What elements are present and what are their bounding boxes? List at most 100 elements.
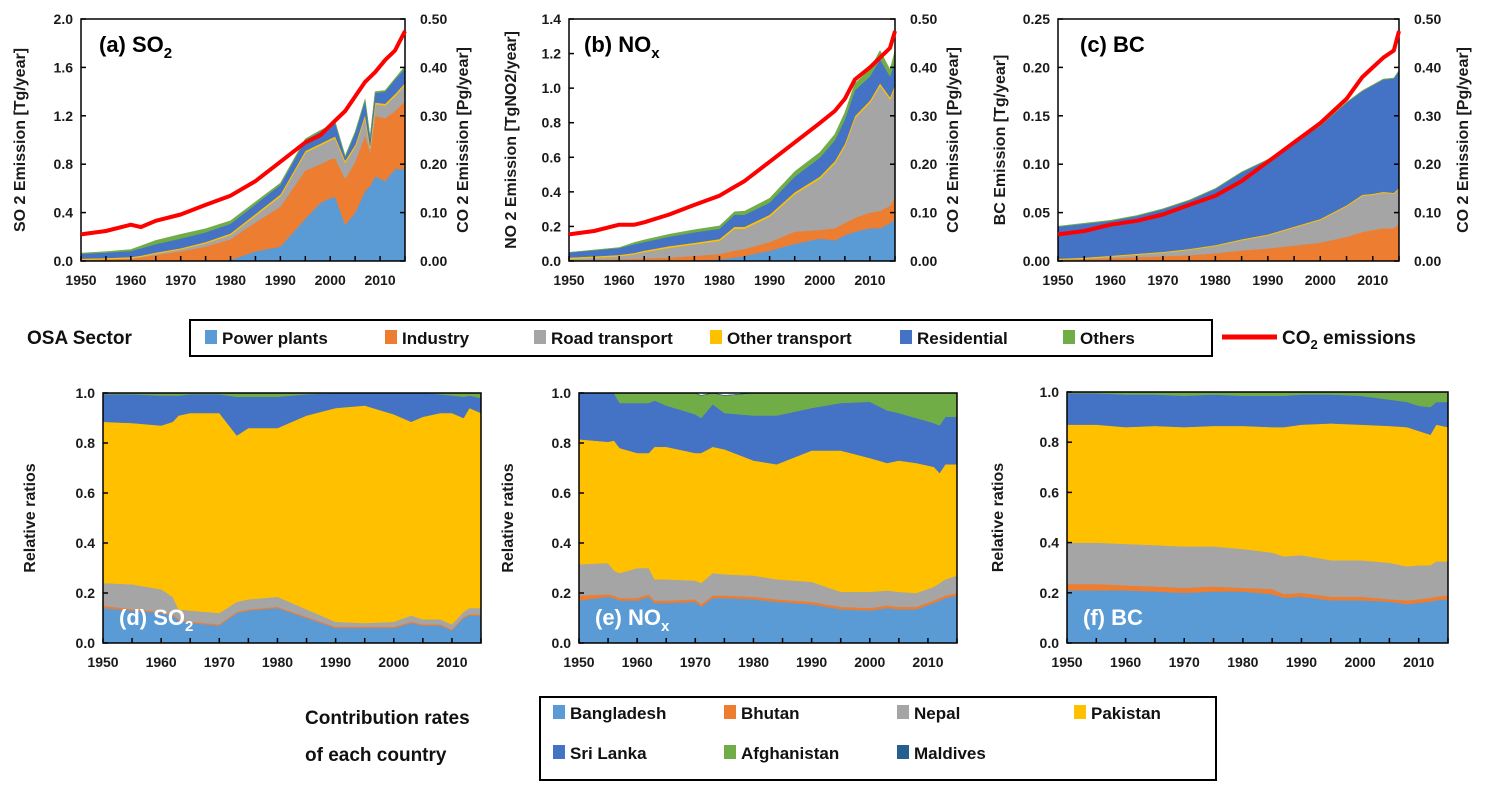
chart-panel-b: 0.00 0.10 0.20 0.30 0.40 0.50 CO 2 Emission [P… <box>503 11 962 288</box>
y2-tick-label: 0.10 <box>1414 205 1441 221</box>
y-tick-label: 0.8 <box>1040 434 1060 450</box>
y2-axis-label: CO 2 Emission [Pg/year] <box>945 47 962 233</box>
plot-frame <box>578 392 958 644</box>
country-legend-title-line1: Contribution rates <box>305 708 470 729</box>
x-tick-label: 1950 <box>553 272 584 288</box>
x-tick-label: 1970 <box>204 654 235 670</box>
y-axis-label: SO 2 Emission [Tg/year] <box>12 48 29 232</box>
sector-legend-item: Other transport <box>710 329 852 348</box>
legend-label: Nepal <box>914 704 960 723</box>
y2-axis-label: CO 2 Emission [Pg/year] <box>455 47 472 233</box>
y2-tick-label: 0.30 <box>910 108 937 124</box>
x-tick-label: 2010 <box>1403 654 1434 670</box>
sector-legend-item: Industry <box>385 329 470 348</box>
x-tick-label: 1950 <box>87 654 118 670</box>
x-tick-label: 1950 <box>1051 654 1082 670</box>
y-tick-label: 1.2 <box>54 108 74 124</box>
y-tick-label: 1.0 <box>1040 384 1060 400</box>
x-tick-label: 2000 <box>378 654 409 670</box>
chart-panel-a: 0.00 0.10 0.20 0.30 0.40 0.50 CO 2 Emission [P… <box>12 11 472 288</box>
x-tick-label: 1980 <box>1227 654 1258 670</box>
x-tick-label: 1950 <box>563 654 594 670</box>
sector-legend-box <box>189 319 1213 357</box>
panel-title: (f) BC <box>1083 605 1143 630</box>
sector-legend-title: OSA Sector <box>27 328 132 349</box>
x-tick-label: 2010 <box>854 272 885 288</box>
y-tick-label: 0.2 <box>542 218 562 234</box>
legend-swatch <box>385 330 397 344</box>
y2-tick-label: 0.10 <box>420 205 447 221</box>
legend-swatch <box>1074 705 1086 719</box>
y-axis-label: NO 2 Emission [TgNO2/year] <box>503 31 520 249</box>
plot-frame <box>1066 391 1449 644</box>
x-tick-label: 1990 <box>320 654 351 670</box>
panel-title: (b) NOx <box>584 32 660 62</box>
y-tick-label: 1.4 <box>542 11 562 27</box>
y2-tick-label: 0.50 <box>1414 11 1441 27</box>
x-tick-label: 1970 <box>165 272 196 288</box>
country-legend-item: Maldives <box>897 744 986 763</box>
legend-label: Maldives <box>914 744 986 763</box>
y-tick-label: 1.2 <box>542 46 562 62</box>
y-tick-label: 0.10 <box>1023 156 1050 172</box>
legend-swatch <box>1063 330 1075 344</box>
x-tick-label: 1950 <box>65 272 96 288</box>
x-tick-label: 2010 <box>436 654 467 670</box>
y-tick-label: 0.8 <box>542 115 562 131</box>
y-tick-label: 0.2 <box>552 585 572 601</box>
x-tick-label: 1990 <box>1286 654 1317 670</box>
x-tick-label: 1980 <box>704 272 735 288</box>
y-tick-label: 0.8 <box>552 435 572 451</box>
panel-title-sub: x <box>661 618 670 635</box>
x-tick-label: 1960 <box>115 272 146 288</box>
x-tick-label: 1990 <box>265 272 296 288</box>
plot-frame <box>80 18 406 262</box>
x-tick-label: 1970 <box>1169 654 1200 670</box>
y-tick-label: 0.6 <box>76 485 96 501</box>
y-tick-label: 0.25 <box>1023 11 1050 27</box>
legend-swatch <box>900 330 912 344</box>
y2-tick-label: 0.30 <box>420 108 447 124</box>
sector-legend-item: Others <box>1063 329 1135 348</box>
y-tick-label: 0.15 <box>1023 108 1050 124</box>
y-tick-label: 0.4 <box>542 184 562 200</box>
legend-label: Industry <box>402 329 470 348</box>
y-tick-label: 0.4 <box>54 205 74 221</box>
legend-swatch <box>534 330 546 344</box>
legend-swatch <box>897 745 909 759</box>
country-legend-box <box>539 696 1217 781</box>
y2-tick-label: 0.40 <box>910 59 937 75</box>
y-axis-label: Relative ratios <box>990 463 1007 572</box>
country-legend-item: Bangladesh <box>553 704 666 723</box>
legend-swatch <box>710 330 722 344</box>
x-tick-label: 1970 <box>654 272 685 288</box>
country-legend-item: Pakistan <box>1074 704 1161 723</box>
country-legend-item: Afghanistan <box>724 744 839 763</box>
y2-tick-label: 0.00 <box>420 253 447 269</box>
legend-label: Residential <box>917 329 1008 348</box>
panel-title-main: (d) SO <box>119 605 185 630</box>
y-tick-label: 0.2 <box>76 585 96 601</box>
legend-label: Afghanistan <box>741 744 839 763</box>
x-tick-label: 1970 <box>1147 272 1178 288</box>
x-tick-label: 1980 <box>738 654 769 670</box>
legend-swatch <box>724 705 736 719</box>
legend-swatch <box>205 330 217 344</box>
y-tick-label: 0.05 <box>1023 205 1050 221</box>
y2-tick-label: 0.20 <box>420 156 447 172</box>
y-tick-label: 0.6 <box>552 485 572 501</box>
y-tick-label: 0.2 <box>1040 585 1060 601</box>
panel-title: (c) BC <box>1080 32 1145 57</box>
y2-tick-label: 0.10 <box>910 205 937 221</box>
y2-tick-label: 0.00 <box>1414 253 1441 269</box>
x-tick-label: 2000 <box>1305 272 1336 288</box>
chart-panel-d: 0.0 0.2 0.4 0.6 0.8 1.0 1950 1960 1970 1980 1990 20… <box>22 385 482 670</box>
y2-tick-label: 0.30 <box>1414 108 1441 124</box>
y-tick-label: 0.0 <box>76 635 96 651</box>
y-tick-label: 0.00 <box>1023 253 1050 269</box>
x-tick-label: 1990 <box>754 272 785 288</box>
sector-legend-item: Road transport <box>534 329 673 348</box>
co2-legend-label: CO2 emissions <box>1282 328 1416 352</box>
y-tick-label: 1.0 <box>76 385 96 401</box>
